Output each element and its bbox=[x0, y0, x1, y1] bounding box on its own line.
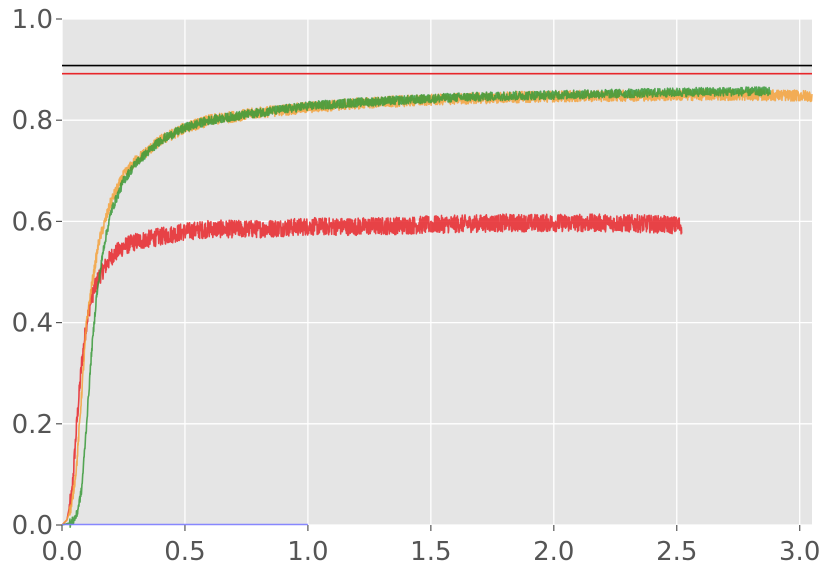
x-tick-label: 2.5 bbox=[656, 537, 697, 567]
y-tick-label: 0.4 bbox=[12, 309, 53, 339]
series-line bbox=[61, 86, 771, 528]
series-line bbox=[61, 213, 683, 526]
y-tick-label: 1.0 bbox=[12, 5, 53, 35]
y-tick-label: 0.8 bbox=[12, 106, 53, 136]
y-tick-label: 0.6 bbox=[12, 207, 53, 237]
x-tick-label: 0.5 bbox=[164, 537, 205, 567]
x-tick-label: 1.5 bbox=[410, 537, 451, 567]
y-tick-label: 0.0 bbox=[12, 511, 53, 541]
x-tick-label: 2.0 bbox=[533, 537, 574, 567]
reference-lines bbox=[62, 64, 812, 75]
x-tick-label: 0.0 bbox=[41, 537, 82, 567]
x-tick-label: 3.0 bbox=[779, 537, 820, 567]
axes: 0.0 0.5 1.0 1.5 2.0 2.5 3.0 0.0 0.2 0.4 0.6 0.8 1.0 bbox=[12, 5, 821, 567]
series-group bbox=[61, 86, 813, 528]
y-tick-label: 0.2 bbox=[12, 410, 53, 440]
x-tick-label: 1.0 bbox=[287, 537, 328, 567]
